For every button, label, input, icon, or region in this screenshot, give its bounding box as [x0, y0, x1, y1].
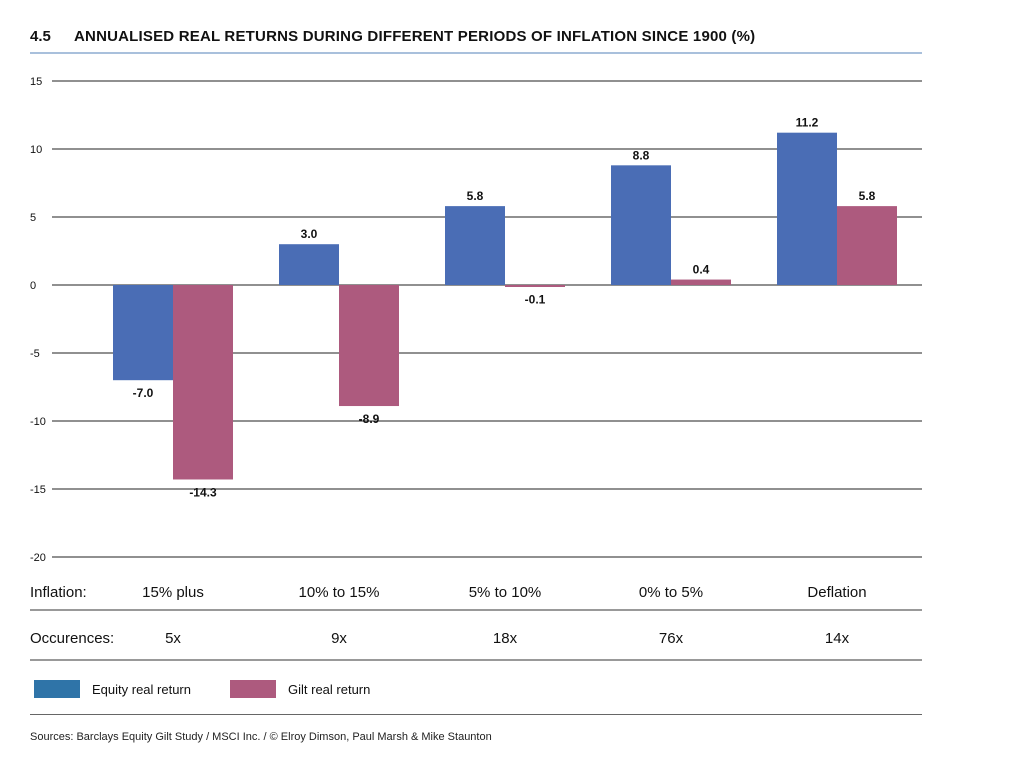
y-tick-label: 10: [30, 144, 42, 156]
legend: Equity real return Gilt real return: [30, 676, 922, 715]
bar-chart: 15 10 5 0 -5 -10 -15 -20 -7.0 -14.3 3.0 -8.9 5.8 -0.1…: [30, 76, 922, 661]
data-label: -0.1: [525, 292, 546, 306]
bar: [279, 244, 339, 285]
table-row-label: Occurences:: [30, 630, 114, 647]
data-label: -7.0: [133, 386, 154, 400]
y-tick-label: -20: [30, 552, 46, 564]
table-cell: 0% to 5%: [639, 584, 703, 601]
legend-label-equity: Equity real return: [92, 681, 191, 697]
data-label: -14.3: [189, 485, 217, 499]
table-cell: 5x: [165, 630, 181, 647]
data-label: 8.8: [633, 148, 650, 162]
chart-title: ANNUALISED REAL RETURNS DURING DIFFERENT…: [74, 28, 756, 45]
table-cell: 9x: [331, 630, 347, 647]
legend-swatch-equity: [34, 680, 80, 698]
y-tick-label: -15: [30, 484, 46, 496]
table-row-label: Inflation:: [30, 584, 87, 601]
bar: [339, 285, 399, 407]
bar: [113, 285, 173, 381]
data-label: 5.8: [859, 189, 876, 203]
table-cell: 14x: [825, 630, 850, 647]
y-tick-label: -5: [30, 348, 40, 360]
chart-title-bar: 4.5 ANNUALISED REAL RETURNS DURING DIFFE…: [30, 24, 922, 54]
data-label: 5.8: [467, 189, 484, 203]
table-cell: Deflation: [807, 584, 866, 601]
table-cell: 5% to 10%: [469, 584, 542, 601]
table-cell: 10% to 15%: [299, 584, 380, 601]
table-cell: 18x: [493, 630, 518, 647]
y-tick-label: 5: [30, 212, 36, 224]
bar: [445, 206, 505, 285]
table-cell: 76x: [659, 630, 684, 647]
y-tick-label: 0: [30, 280, 36, 292]
legend-item-gilt: Gilt real return: [230, 680, 370, 698]
y-tick-label: 15: [30, 76, 42, 88]
bar: [837, 206, 897, 285]
bar: [611, 165, 671, 285]
source-note: Sources: Barclays Equity Gilt Study / MS…: [30, 731, 492, 743]
table-cell: 15% plus: [142, 584, 204, 601]
data-label: 3.0: [301, 227, 318, 241]
data-label: 0.4: [693, 263, 710, 277]
data-label: 11.2: [796, 116, 819, 130]
legend-swatch-gilt: [230, 680, 276, 698]
bar: [505, 285, 565, 287]
legend-label-gilt: Gilt real return: [288, 681, 371, 697]
legend-item-equity: Equity real return: [34, 680, 191, 698]
bar: [671, 279, 731, 285]
chart-number: 4.5: [30, 28, 51, 45]
bar: [173, 285, 233, 480]
data-label: -8.9: [359, 412, 380, 426]
y-tick-label: -10: [30, 416, 46, 428]
bar: [777, 132, 837, 285]
